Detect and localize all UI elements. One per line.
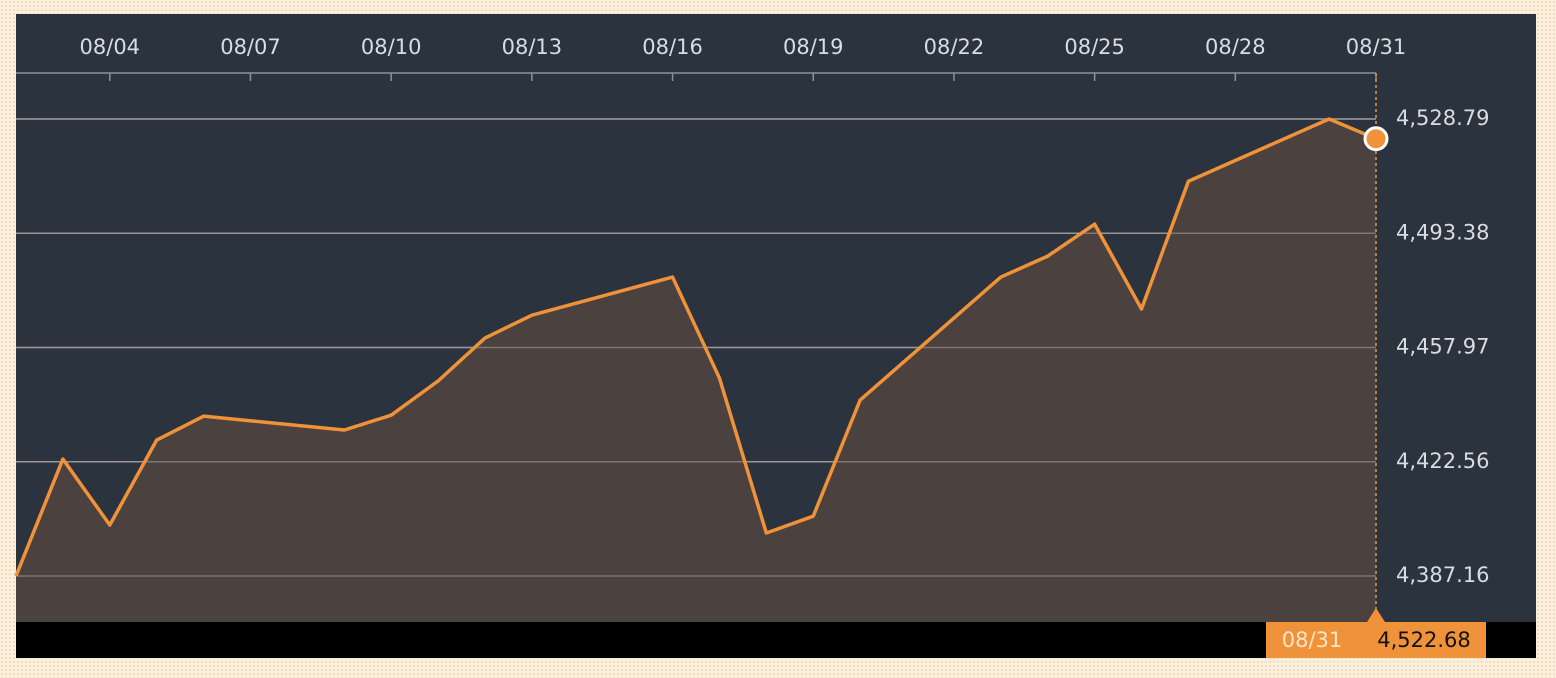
x-tick-label: 08/10 [361, 35, 422, 59]
tooltip-arrow [1367, 608, 1385, 622]
y-tick-label: 4,493.38 [1396, 220, 1490, 244]
x-tick-label: 08/13 [502, 35, 563, 59]
y-tick-label: 4,457.97 [1396, 335, 1490, 359]
x-tick-label: 08/31 [1346, 35, 1407, 59]
tooltip-value: 4,522.68 [1377, 628, 1471, 652]
tooltip-date: 08/31 [1282, 628, 1343, 652]
tooltip-box [1266, 622, 1486, 658]
y-tick-label: 4,387.16 [1396, 563, 1490, 587]
x-tick-label: 08/16 [642, 35, 703, 59]
area [16, 118, 1376, 623]
line [14, 117, 1377, 577]
y-tick-label: 4,528.79 [1396, 106, 1490, 130]
plot-layer: 4,387.16 4,422.56 4,457.97 4,493.38 4,528.79… [14, 35, 1490, 658]
x-tick-label: 08/07 [220, 35, 281, 59]
last-point [1363, 126, 1389, 152]
x-tick-label: 08/04 [80, 35, 141, 59]
y-tick-label: 4,422.56 [1396, 449, 1490, 473]
x-tick-label: 08/28 [1205, 35, 1266, 59]
x-tick-label: 08/19 [783, 35, 844, 59]
x-tick-label: 08/22 [924, 35, 985, 59]
x-tick-label: 08/25 [1064, 35, 1125, 59]
